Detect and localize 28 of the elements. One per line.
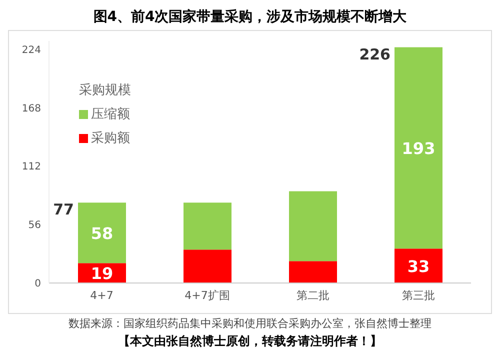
- y-tick-label: 224: [22, 44, 41, 56]
- bar: [289, 191, 337, 262]
- x-tick-label: 4+7扩围: [184, 288, 230, 302]
- bar: [289, 261, 337, 283]
- bar: [184, 202, 232, 250]
- data-label: 193: [402, 138, 436, 158]
- data-label: 19: [90, 264, 114, 284]
- total-label: 226: [359, 45, 390, 64]
- x-tick-label: 第三批: [402, 288, 435, 302]
- text: 【本文由张自然博士原创，转载务请注明作者！】: [117, 333, 383, 350]
- data-label: 33: [407, 256, 430, 276]
- source-note: 数据来源：国家组织药品集中采购和使用联合采购办公室，张自然博士整理: [68, 316, 432, 331]
- legend-title: 采购规模: [79, 82, 131, 99]
- y-tick-label: 0: [34, 278, 41, 290]
- total-label: 77: [53, 200, 74, 219]
- chart-title: 图4、前4次国家带量采购，涉及市场规模不断增大: [92, 8, 408, 27]
- x-tick-label: 4+7: [90, 288, 114, 302]
- y-tick-label: 168: [22, 103, 41, 114]
- bar: [184, 250, 232, 283]
- legend-label: 压缩额: [90, 106, 131, 123]
- bar: [394, 248, 442, 283]
- x-tick-label: 第二批: [296, 288, 330, 302]
- y-tick-label: 56: [28, 220, 41, 232]
- bar: [394, 47, 442, 249]
- y-tick-label: 112: [22, 162, 41, 173]
- legend-label: 采购额: [90, 130, 131, 147]
- data-label: 58: [90, 224, 114, 243]
- bar: [78, 202, 126, 264]
